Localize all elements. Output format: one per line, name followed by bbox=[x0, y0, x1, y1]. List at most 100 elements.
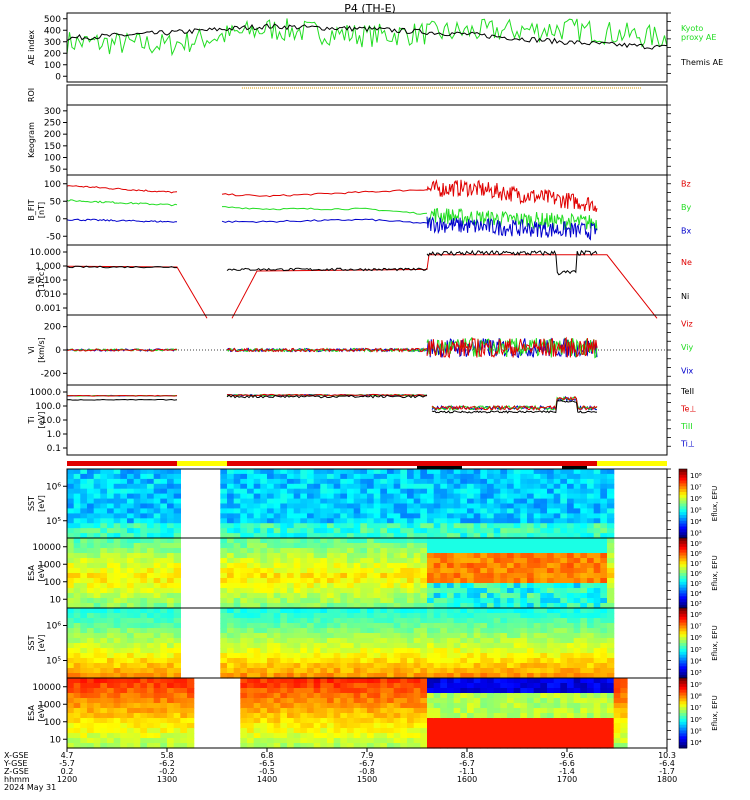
spectrogram-cell bbox=[507, 663, 515, 669]
colorbar-tick-label: 10³ bbox=[690, 529, 702, 537]
spectrogram-cell bbox=[413, 633, 421, 639]
spectrogram-cell bbox=[613, 728, 621, 734]
spectrogram-cell bbox=[113, 553, 121, 559]
spectrogram-cell bbox=[467, 718, 475, 724]
spectrogram-cell bbox=[120, 508, 128, 514]
spectrogram-cell bbox=[333, 593, 341, 599]
spectrogram-cell bbox=[367, 678, 375, 684]
spectrogram-cell bbox=[607, 478, 615, 485]
spectrogram-cell bbox=[160, 523, 168, 529]
spectrogram-cell bbox=[273, 728, 281, 734]
spectrogram-cell bbox=[553, 478, 561, 485]
spectrogram-cell bbox=[87, 523, 95, 529]
spectrogram-cell bbox=[387, 488, 395, 495]
spectrogram-cell bbox=[527, 713, 535, 719]
spectrogram-cell bbox=[160, 563, 168, 569]
spectrogram-cell bbox=[593, 513, 601, 519]
spectrogram-cell bbox=[93, 508, 101, 514]
spectrogram-cell bbox=[113, 573, 121, 579]
spectrogram-cell bbox=[80, 653, 88, 659]
spectrogram-cell bbox=[87, 708, 95, 714]
spectrogram-cell bbox=[233, 608, 241, 614]
spectrogram-cell bbox=[327, 528, 335, 534]
spectrogram-cell bbox=[273, 663, 281, 669]
spectrogram-cell bbox=[553, 733, 561, 739]
colorbar-cell bbox=[679, 552, 687, 556]
spectrogram-cell bbox=[440, 523, 448, 529]
spectrogram-cell bbox=[420, 469, 428, 475]
spectrogram-cell bbox=[327, 738, 335, 744]
spectrogram-cell bbox=[167, 503, 175, 509]
spectrogram-cell bbox=[87, 638, 95, 644]
spectrogram-cell bbox=[173, 673, 181, 679]
spectrogram-cell bbox=[313, 563, 321, 569]
spectrogram-cell bbox=[433, 493, 441, 500]
spectrogram-cell bbox=[160, 533, 168, 539]
spectrogram-cell bbox=[147, 628, 155, 634]
spectrogram-cell bbox=[67, 548, 75, 554]
spectrogram-cell bbox=[227, 478, 235, 485]
spectrogram-cell bbox=[467, 469, 475, 475]
spectrogram-cell bbox=[453, 658, 461, 664]
spectrogram-cell bbox=[133, 698, 141, 704]
x-tick-label: -0.8 bbox=[359, 767, 375, 776]
spectrogram-cell bbox=[220, 538, 228, 544]
spectrogram-cell bbox=[327, 563, 335, 569]
spectrogram-cell bbox=[100, 688, 108, 694]
spectrogram-cell bbox=[253, 528, 261, 534]
spectrogram-cell bbox=[233, 583, 241, 589]
spectrogram-cell bbox=[407, 738, 415, 744]
spectrogram-cell bbox=[73, 618, 81, 624]
x-axis-row-label: 2024 May 31 bbox=[4, 783, 56, 792]
spectrogram-cell bbox=[93, 603, 101, 609]
spectrogram-cell bbox=[120, 478, 128, 485]
spectrogram-cell bbox=[553, 533, 561, 539]
colorbar-cell bbox=[679, 713, 687, 717]
spectrogram-cell bbox=[393, 488, 401, 495]
spectrogram-cell bbox=[580, 533, 588, 539]
spectrogram-cell bbox=[440, 678, 448, 684]
series-kyoto-proxy-ae bbox=[66, 18, 668, 57]
spectrogram-cell bbox=[240, 493, 248, 500]
spectrogram-cell bbox=[527, 543, 535, 549]
spectrogram-cell bbox=[460, 488, 468, 495]
spectrogram-cell bbox=[413, 693, 421, 699]
spectrogram-cell bbox=[567, 713, 575, 719]
spectrogram-cell bbox=[460, 548, 468, 554]
spectrogram-cell bbox=[353, 618, 361, 624]
spectrogram-cell bbox=[367, 598, 375, 604]
spectrogram-cell bbox=[80, 553, 88, 559]
spectrogram-cell bbox=[587, 568, 595, 574]
spectrogram-cell bbox=[500, 469, 508, 475]
spectrogram-cell bbox=[293, 503, 301, 509]
spectrogram-cell bbox=[287, 573, 295, 579]
spectrogram-cell bbox=[567, 638, 575, 644]
spectrogram-cell bbox=[607, 538, 615, 544]
spectrogram-cell bbox=[433, 573, 441, 579]
spectrogram-cell bbox=[420, 528, 428, 534]
spectrogram-cell bbox=[413, 588, 421, 594]
spectrogram-cell bbox=[100, 508, 108, 514]
spectrogram-cell bbox=[273, 688, 281, 694]
spectrogram-cell bbox=[140, 473, 148, 480]
spectrogram-cell bbox=[227, 513, 235, 519]
spectrogram-cell bbox=[573, 563, 581, 569]
spectrogram-cell bbox=[140, 503, 148, 509]
spectrogram-cell bbox=[580, 728, 588, 734]
spectrogram-cell bbox=[533, 678, 541, 684]
spectrogram-cell bbox=[427, 598, 435, 604]
spectrogram-cell bbox=[267, 643, 275, 649]
spectrogram-cell bbox=[87, 713, 95, 719]
spectrogram-cell bbox=[373, 568, 381, 574]
spectrogram-cell bbox=[267, 543, 275, 549]
spectrogram-cell bbox=[467, 693, 475, 699]
spectrogram-cell bbox=[133, 503, 141, 509]
spectrogram-cell bbox=[233, 638, 241, 644]
spectrogram-cell bbox=[267, 613, 275, 619]
spectrogram-cell bbox=[407, 473, 415, 480]
spectrogram-cell bbox=[580, 528, 588, 534]
spectrogram-cell bbox=[360, 683, 368, 689]
spectrogram-cell bbox=[247, 613, 255, 619]
spectrogram-cell bbox=[233, 498, 241, 505]
